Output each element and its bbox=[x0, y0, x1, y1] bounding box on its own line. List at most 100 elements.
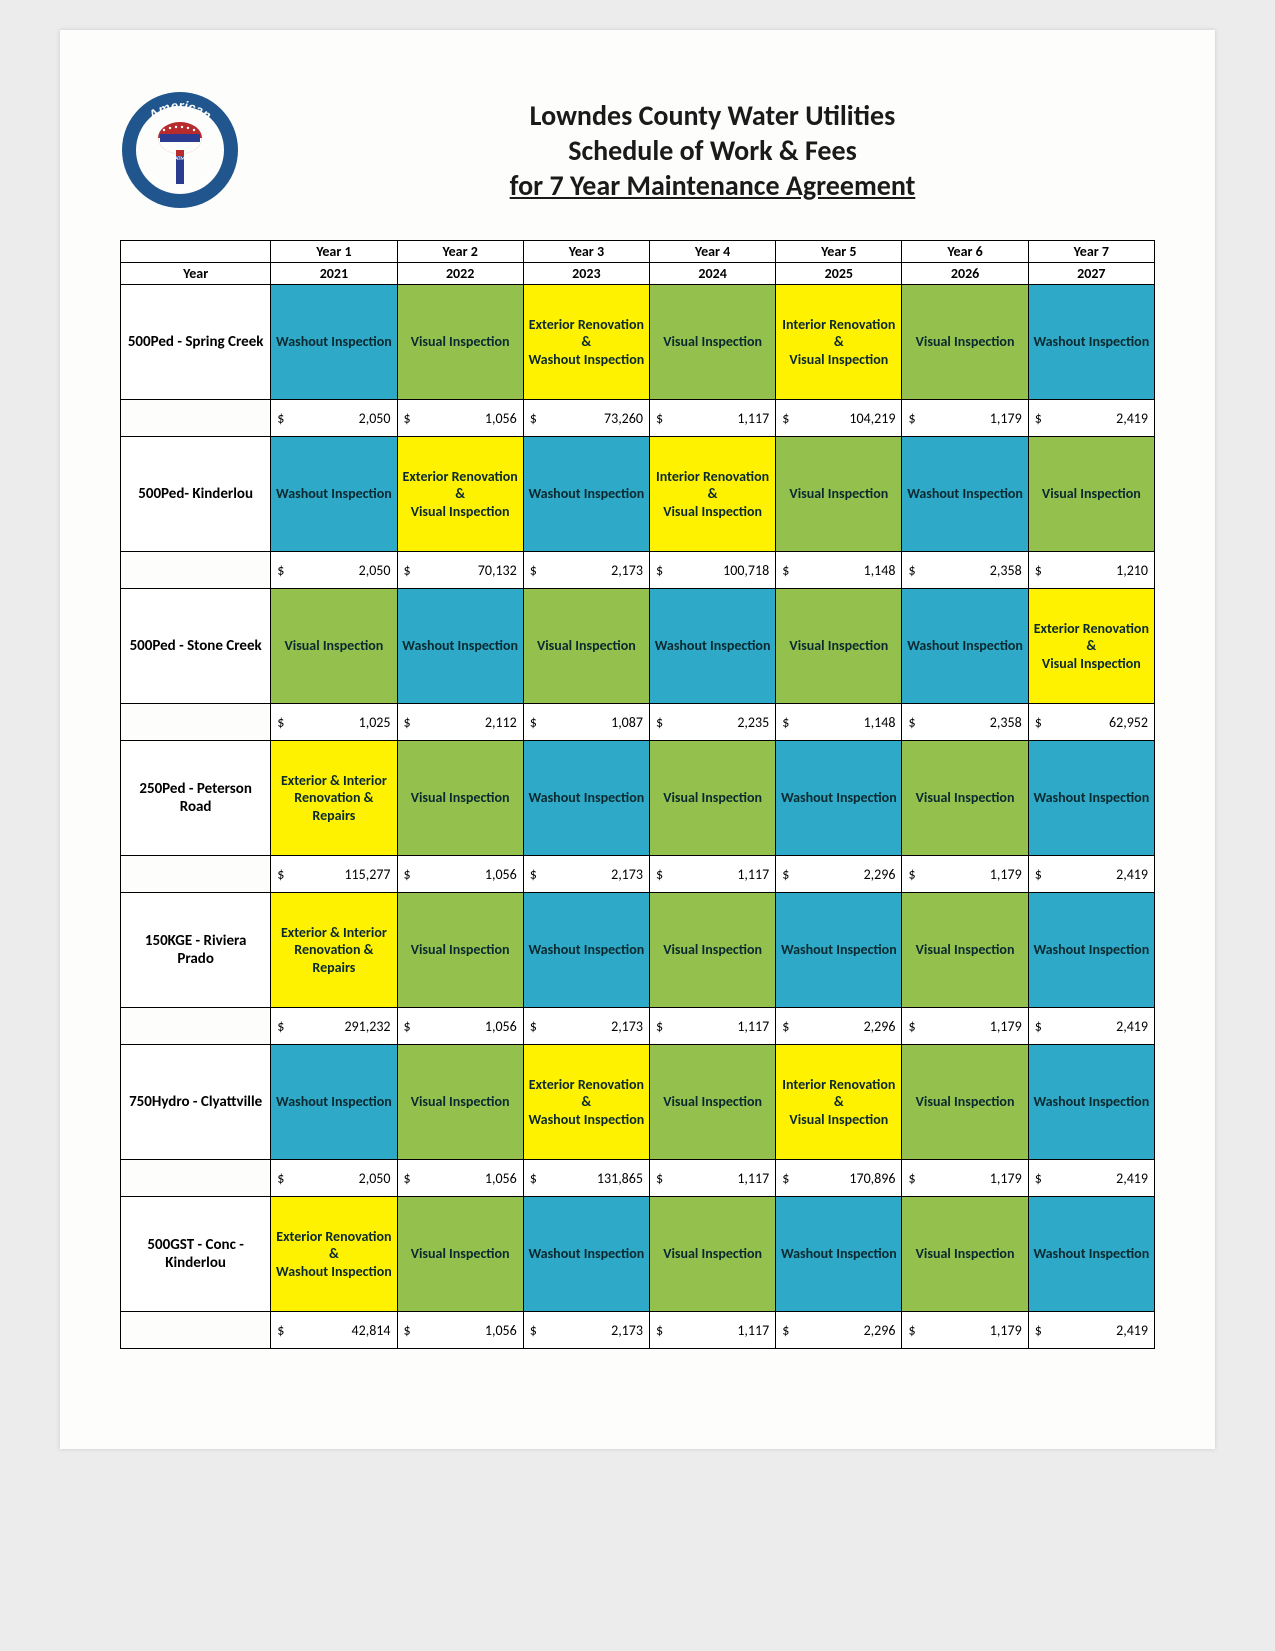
cost-cell: $2,050 bbox=[271, 400, 397, 437]
col-header-year5: Year 5 bbox=[776, 241, 902, 263]
cost-cell: $62,952 bbox=[1028, 704, 1154, 741]
work-cell: Visual Inspection bbox=[902, 741, 1028, 856]
cost-cell: $2,358 bbox=[902, 552, 1028, 589]
site-label: 150KGE - Riviera Prado bbox=[121, 893, 271, 1008]
work-cell: Exterior Renovation&Washout Inspection bbox=[523, 285, 649, 400]
work-cell: Washout Inspection bbox=[1028, 1045, 1154, 1160]
work-cell: Washout Inspection bbox=[776, 1197, 902, 1312]
title-block: Lowndes County Water Utilities Schedule … bbox=[270, 98, 1155, 203]
work-cell: Visual Inspection bbox=[523, 589, 649, 704]
cost-cell: $1,179 bbox=[902, 1312, 1028, 1349]
cost-cell: $2,419 bbox=[1028, 400, 1154, 437]
cost-cell: $2,235 bbox=[649, 704, 775, 741]
work-cell: Visual Inspection bbox=[397, 1045, 523, 1160]
work-cell: Washout Inspection bbox=[902, 589, 1028, 704]
cost-cell: $2,173 bbox=[523, 1312, 649, 1349]
cost-cell: $1,148 bbox=[776, 704, 902, 741]
cost-cell: $100,718 bbox=[649, 552, 775, 589]
work-cell: Visual Inspection bbox=[397, 741, 523, 856]
cost-cell: $1,056 bbox=[397, 1008, 523, 1045]
cost-cell: $1,179 bbox=[902, 400, 1028, 437]
cost-cell: $2,173 bbox=[523, 552, 649, 589]
cost-cell: $104,219 bbox=[776, 400, 902, 437]
title-line-1: Lowndes County Water Utilities bbox=[270, 98, 1155, 133]
col-header-year2: Year 2 bbox=[397, 241, 523, 263]
work-cell: Visual Inspection bbox=[902, 285, 1028, 400]
work-cell: Washout Inspection bbox=[271, 437, 397, 552]
schedule-table: Year 1Year 2Year 3Year 4Year 5Year 6Year… bbox=[120, 240, 1155, 1349]
svg-text:ATM: ATM bbox=[175, 156, 185, 162]
cost-cell: $291,232 bbox=[271, 1008, 397, 1045]
work-cell: Visual Inspection bbox=[649, 1045, 775, 1160]
col-year-2026: 2026 bbox=[902, 263, 1028, 285]
cost-cell: $115,277 bbox=[271, 856, 397, 893]
cost-cell: $2,173 bbox=[523, 856, 649, 893]
cost-cell: $2,296 bbox=[776, 1312, 902, 1349]
work-cell: Washout Inspection bbox=[776, 741, 902, 856]
work-cell: Washout Inspection bbox=[776, 893, 902, 1008]
work-cell: Exterior & Interior Renovation & Repairs bbox=[271, 893, 397, 1008]
col-year-2021: 2021 bbox=[271, 263, 397, 285]
cost-cell: $2,419 bbox=[1028, 1008, 1154, 1045]
work-cell: Visual Inspection bbox=[1028, 437, 1154, 552]
site-label: 250Ped - Peterson Road bbox=[121, 741, 271, 856]
work-cell: Visual Inspection bbox=[649, 285, 775, 400]
work-cell: Interior Renovation&Visual Inspection bbox=[649, 437, 775, 552]
site-label: 500Ped - Spring Creek bbox=[121, 285, 271, 400]
cost-cell: $1,148 bbox=[776, 552, 902, 589]
col-header-year3: Year 3 bbox=[523, 241, 649, 263]
cost-cell: $2,296 bbox=[776, 1008, 902, 1045]
work-cell: Washout Inspection bbox=[523, 1197, 649, 1312]
work-cell: Exterior Renovation&Visual Inspection bbox=[397, 437, 523, 552]
work-cell: Exterior Renovation&Washout Inspection bbox=[271, 1197, 397, 1312]
cost-cell: $1,117 bbox=[649, 400, 775, 437]
cost-cell: $2,296 bbox=[776, 856, 902, 893]
work-cell: Visual Inspection bbox=[397, 1197, 523, 1312]
work-cell: Washout Inspection bbox=[1028, 893, 1154, 1008]
header: American Tank Maintenance ATM bbox=[120, 90, 1155, 210]
cost-cell: $1,117 bbox=[649, 856, 775, 893]
col-header-year4: Year 4 bbox=[649, 241, 775, 263]
cost-cell: $2,112 bbox=[397, 704, 523, 741]
cost-cell: $1,179 bbox=[902, 1008, 1028, 1045]
cost-cell: $2,173 bbox=[523, 1008, 649, 1045]
cost-cell: $1,117 bbox=[649, 1008, 775, 1045]
cost-cell: $1,087 bbox=[523, 704, 649, 741]
work-cell: Visual Inspection bbox=[397, 285, 523, 400]
col-year-2023: 2023 bbox=[523, 263, 649, 285]
col-year-2022: 2022 bbox=[397, 263, 523, 285]
cost-cell: $131,865 bbox=[523, 1160, 649, 1197]
cost-cell: $2,419 bbox=[1028, 856, 1154, 893]
work-cell: Washout Inspection bbox=[523, 437, 649, 552]
title-line-2: Schedule of Work & Fees bbox=[270, 133, 1155, 168]
site-label: 750Hydro - Clyattville bbox=[121, 1045, 271, 1160]
cost-cell: $1,025 bbox=[271, 704, 397, 741]
cost-cell: $1,210 bbox=[1028, 552, 1154, 589]
work-cell: Washout Inspection bbox=[271, 285, 397, 400]
work-cell: Washout Inspection bbox=[523, 741, 649, 856]
cost-cell: $1,179 bbox=[902, 1160, 1028, 1197]
work-cell: Visual Inspection bbox=[649, 893, 775, 1008]
cost-cell: $1,117 bbox=[649, 1160, 775, 1197]
work-cell: Visual Inspection bbox=[776, 589, 902, 704]
work-cell: Washout Inspection bbox=[1028, 285, 1154, 400]
site-label: 500GST - Conc - Kinderlou bbox=[121, 1197, 271, 1312]
col-header-year6: Year 6 bbox=[902, 241, 1028, 263]
work-cell: Washout Inspection bbox=[1028, 1197, 1154, 1312]
work-cell: Visual Inspection bbox=[902, 1197, 1028, 1312]
work-cell: Washout Inspection bbox=[271, 1045, 397, 1160]
work-cell: Visual Inspection bbox=[776, 437, 902, 552]
site-label: 500Ped- Kinderlou bbox=[121, 437, 271, 552]
cost-cell: $73,260 bbox=[523, 400, 649, 437]
work-cell: Visual Inspection bbox=[271, 589, 397, 704]
cost-cell: $2,419 bbox=[1028, 1160, 1154, 1197]
year-row-label: Year bbox=[121, 263, 271, 285]
col-year-2025: 2025 bbox=[776, 263, 902, 285]
document-page: American Tank Maintenance ATM bbox=[60, 30, 1215, 1449]
cost-cell: $1,117 bbox=[649, 1312, 775, 1349]
cost-cell: $2,050 bbox=[271, 1160, 397, 1197]
cost-cell: $1,179 bbox=[902, 856, 1028, 893]
work-cell: Exterior & Interior Renovation & Repairs bbox=[271, 741, 397, 856]
cost-cell: $2,419 bbox=[1028, 1312, 1154, 1349]
cost-cell: $1,056 bbox=[397, 400, 523, 437]
